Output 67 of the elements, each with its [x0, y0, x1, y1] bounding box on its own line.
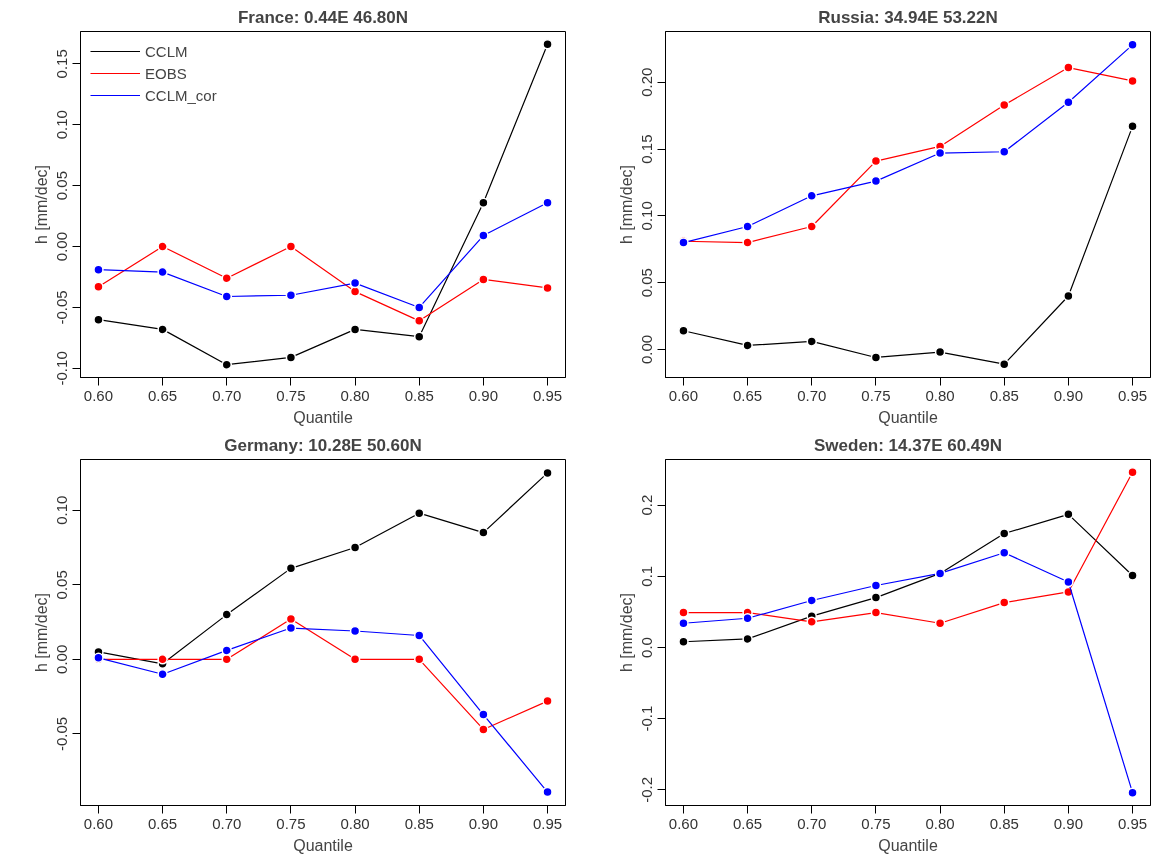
- x-tick-label: 0.65: [148, 814, 178, 832]
- y-tick-label: 0.05: [53, 171, 71, 201]
- chart-title: France: 0.44E 46.80N: [237, 7, 409, 27]
- y-tick-label: -0.10: [53, 351, 71, 386]
- y-tick-label: 0.20: [638, 67, 656, 97]
- x-tick-label: 0.80: [340, 386, 370, 404]
- x-axis-title: Quantile: [293, 836, 353, 854]
- x-tick-label: 0.85: [989, 814, 1019, 832]
- x-tick-label: 0.85: [404, 814, 434, 832]
- y-tick-label: 0.0: [638, 637, 656, 658]
- x-tick-label: 0.60: [83, 814, 114, 832]
- x-axis-title: Quantile: [878, 836, 938, 854]
- y-tick-label: 0.2: [638, 494, 656, 516]
- x-tick-label: 0.95: [1117, 386, 1148, 404]
- y-axis-title: h [mm/dec]: [617, 592, 635, 673]
- y-tick-label: 0.00: [53, 644, 71, 674]
- y-tick-label: -0.2: [638, 776, 656, 803]
- y-tick-label: -0.1: [638, 705, 656, 732]
- x-tick-label: 0.95: [532, 814, 563, 832]
- x-axis-title: Quantile: [878, 408, 938, 426]
- x-tick-label: 0.60: [83, 386, 114, 404]
- y-tick-label: 0.10: [53, 110, 71, 140]
- y-tick-label: 0.05: [638, 268, 656, 298]
- y-axis-title: h [mm/dec]: [617, 164, 635, 245]
- x-tick-label: 0.80: [925, 814, 955, 832]
- x-tick-label: 0.90: [1053, 386, 1083, 404]
- x-tick-label: 0.95: [532, 386, 563, 404]
- x-tick-label: 0.70: [212, 814, 242, 832]
- chart-title: Sweden: 14.37E 60.49N: [813, 435, 1003, 455]
- x-tick-label: 0.85: [404, 386, 434, 404]
- y-tick-label: -0.05: [53, 290, 71, 325]
- y-tick-label: 0.05: [53, 570, 71, 600]
- x-tick-label: 0.90: [468, 814, 498, 832]
- x-tick-label: 0.75: [276, 386, 306, 404]
- y-tick-label: 0.00: [638, 334, 656, 365]
- y-tick-label: 0.15: [638, 134, 656, 164]
- x-tick-label: 0.90: [1053, 814, 1083, 832]
- x-tick-label: 0.90: [468, 386, 498, 404]
- y-tick-label: 0.15: [53, 49, 71, 79]
- x-tick-label: 0.65: [733, 386, 763, 404]
- x-tick-label: 0.65: [148, 386, 178, 404]
- legend-label: CCLM: [145, 42, 188, 60]
- chart-title: Russia: 34.94E 53.22N: [818, 7, 998, 27]
- legend-label: CCLM_cor: [145, 86, 217, 104]
- chart-title: Germany: 10.28E 50.60N: [224, 435, 422, 455]
- y-axis-title: h [mm/dec]: [32, 592, 50, 673]
- x-tick-label: 0.95: [1117, 814, 1148, 832]
- y-tick-label: 0.1: [638, 565, 656, 587]
- x-tick-label: 0.85: [989, 386, 1019, 404]
- x-axis-title: Quantile: [293, 408, 353, 426]
- y-tick-label: 0.10: [53, 495, 71, 525]
- legend-label: EOBS: [145, 64, 187, 82]
- y-axis-title: h [mm/dec]: [32, 164, 50, 245]
- y-tick-label: -0.05: [53, 716, 71, 752]
- x-tick-label: 0.80: [925, 386, 955, 404]
- x-tick-label: 0.60: [668, 814, 699, 832]
- x-tick-label: 0.75: [861, 386, 891, 404]
- y-tick-label: 0.10: [638, 201, 656, 231]
- x-tick-label: 0.70: [797, 386, 827, 404]
- x-tick-label: 0.70: [212, 386, 242, 404]
- y-tick-label: 0.00: [53, 231, 71, 262]
- x-tick-label: 0.70: [797, 814, 827, 832]
- x-tick-label: 0.75: [861, 814, 891, 832]
- x-tick-label: 0.80: [340, 814, 370, 832]
- x-tick-label: 0.60: [668, 386, 699, 404]
- x-tick-label: 0.65: [733, 814, 763, 832]
- x-tick-label: 0.75: [276, 814, 306, 832]
